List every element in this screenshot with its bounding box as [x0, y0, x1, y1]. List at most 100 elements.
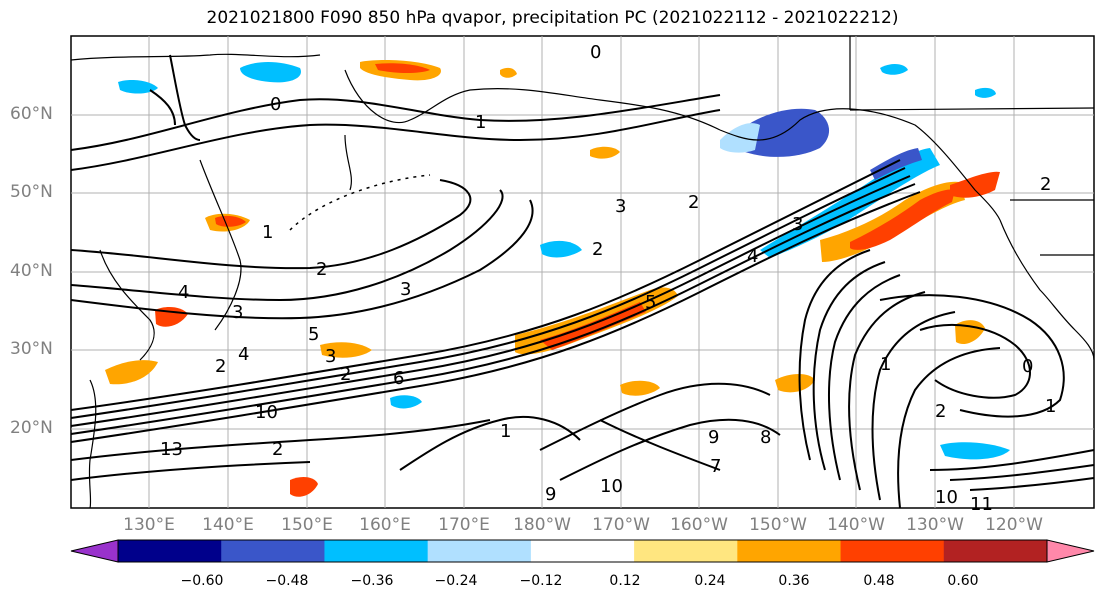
blob-18: [975, 87, 996, 98]
lon-label: 150°W: [749, 515, 807, 535]
lon-label: 140°E: [202, 515, 254, 535]
contour-lines: [70, 54, 1095, 509]
contour-label: 8: [760, 427, 771, 448]
contour-label: 4: [747, 246, 758, 267]
contour-label: 3: [232, 302, 243, 323]
lat-label: 30°N: [10, 339, 53, 359]
lon-label: 170°E: [438, 515, 490, 535]
contour-label: 3: [400, 279, 411, 300]
blob-12: [590, 146, 620, 159]
colorbar-segment: [943, 540, 1048, 562]
contour-label: 2: [592, 239, 603, 260]
lon-label: 140°W: [827, 515, 885, 535]
contour-label: 6: [393, 368, 404, 389]
colorbar-tick-label: −0.60: [180, 573, 224, 589]
blob-17: [880, 64, 908, 75]
contour-label: 2: [688, 192, 699, 213]
contour-label: 3: [792, 214, 803, 235]
blob-5: [320, 342, 372, 358]
colorbar-segment: [634, 540, 738, 562]
contour-label: 4: [178, 282, 189, 303]
colorbar-segment: [737, 540, 842, 562]
contour-label: 13: [160, 439, 183, 460]
contour-label: 7: [710, 456, 721, 477]
contour-label: 5: [645, 292, 656, 313]
lon-label: 160°W: [670, 515, 728, 535]
contour-label: 2: [316, 259, 327, 280]
blob-13: [940, 442, 1010, 460]
colorbar-tick-label: 0.48: [863, 573, 895, 589]
contour-label: 9: [545, 484, 556, 505]
gulf-blue: [735, 108, 830, 157]
colorbar-tick-label: 0.36: [778, 573, 810, 589]
blob-2: [240, 62, 301, 83]
dashed-boundary: [289, 174, 431, 231]
lon-label: 160°E: [359, 515, 411, 535]
colorbar-extend-low: [70, 539, 119, 563]
river-band-red: [850, 189, 955, 250]
blob-6: [105, 360, 158, 385]
colorbar-extend-high: [1046, 539, 1095, 563]
colorbar-segment: [427, 540, 532, 562]
contour-label: 10: [255, 402, 278, 423]
contour-label: 5: [308, 324, 319, 345]
blob-14: [620, 380, 660, 396]
lon-label: 120°W: [985, 515, 1043, 535]
contour-label: 1: [1045, 396, 1056, 417]
blob-8: [775, 374, 815, 393]
colorbar-tick-label: 0.24: [694, 573, 726, 589]
map-title: 2021021800 F090 850 hPa qvapor, precipit…: [206, 8, 899, 28]
lat-label: 50°N: [10, 182, 53, 202]
colorbar-tick-label: 0.12: [609, 573, 641, 589]
contour-label: 9: [708, 427, 719, 448]
colorbar: [70, 539, 1095, 563]
lon-label: 170°W: [592, 515, 650, 535]
contour-label: 0: [270, 94, 281, 115]
blob-4r: [215, 215, 246, 227]
contour-label: 10: [935, 487, 958, 508]
blob-11: [540, 240, 582, 258]
contour-label: 1: [262, 222, 273, 243]
contour-label: 1: [500, 421, 511, 442]
lat-label: 40°N: [10, 261, 53, 281]
colorbar-segment: [221, 540, 325, 562]
colorbar-segment: [840, 540, 945, 562]
contour-label: 3: [325, 346, 336, 367]
contour-label: 11: [970, 494, 993, 515]
contour-label: 10: [600, 476, 623, 497]
contour-labels: 0 1 0 1 2 2 2 2 3 4 5 3 2 4 2 10 13 3 6 …: [160, 42, 1056, 515]
colorbar-segment: [118, 540, 222, 562]
contour-label: 0: [590, 42, 601, 63]
graticule: [71, 36, 1094, 508]
colorbar-tick-label: −0.48: [265, 573, 309, 589]
blob-1r: [375, 63, 430, 73]
colorbar-segment: [530, 540, 635, 562]
contour-label: 0: [1022, 356, 1033, 377]
contour-label: 2: [272, 439, 283, 460]
lon-label: 130°W: [906, 515, 964, 535]
colorbar-tick-label: −0.12: [519, 573, 563, 589]
lon-label: 150°E: [281, 515, 333, 535]
blob-3: [118, 80, 158, 94]
lon-label: 180°W: [513, 515, 571, 535]
contour-label: 2: [1040, 174, 1051, 195]
blob-7: [290, 476, 318, 497]
colorbar-tick-label: −0.24: [434, 573, 478, 589]
contour-label: 4: [238, 344, 249, 365]
colorbar-tick-label: 0.60: [947, 573, 979, 589]
lon-label: 130°E: [123, 515, 175, 535]
river-band-deepblue: [870, 148, 922, 180]
lat-label: 60°N: [10, 104, 53, 124]
blob-16: [500, 67, 517, 78]
colorbar-segment: [324, 540, 429, 562]
contour-label: 1: [880, 354, 891, 375]
colorbar-tick-label: −0.36: [350, 573, 394, 589]
gulf-lightblue: [720, 123, 760, 153]
coast-red: [950, 171, 1000, 198]
contour-label: 2: [935, 401, 946, 422]
colorbar-outline: [117, 539, 1048, 563]
coastlines: [70, 36, 1095, 509]
lat-label: 20°N: [10, 418, 53, 438]
contour-label: 2: [340, 364, 351, 385]
